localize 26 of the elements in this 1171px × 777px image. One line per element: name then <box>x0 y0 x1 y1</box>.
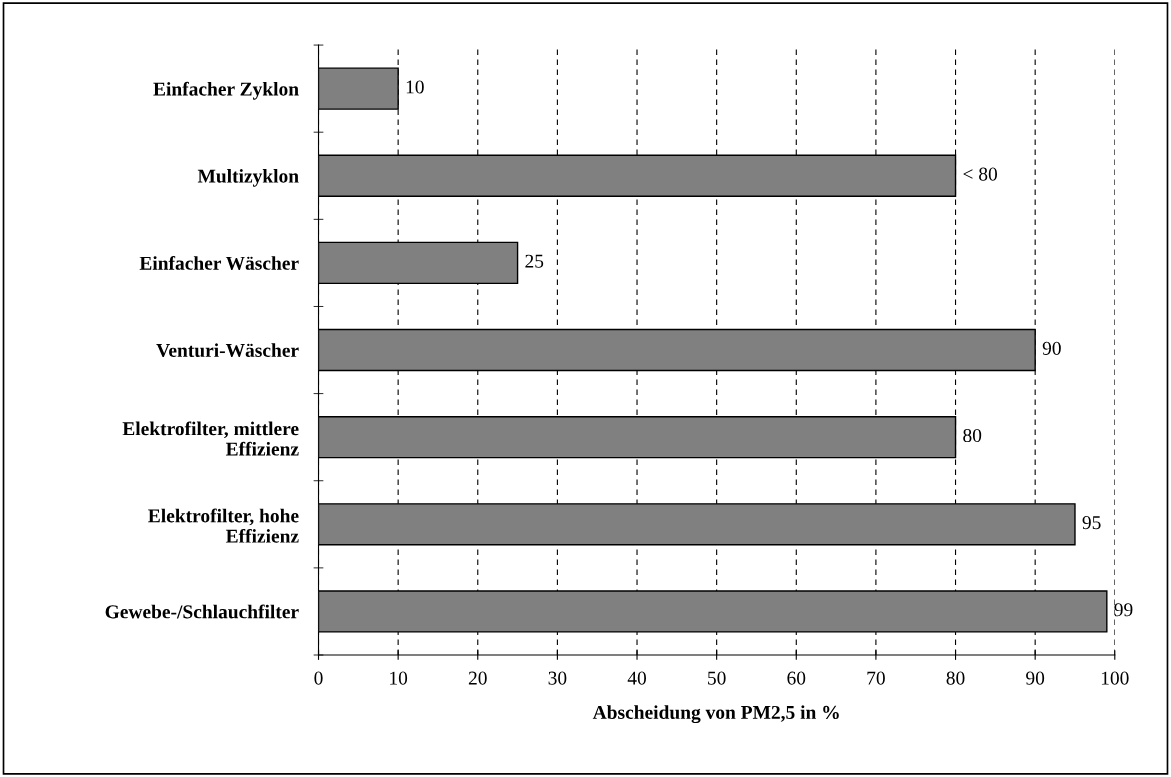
x-tick-label: 60 <box>787 671 806 685</box>
data-label: 25 <box>525 254 544 268</box>
x-axis-title: Abscheidung von PM2,5 in % <box>592 705 839 724</box>
x-tick-label: 30 <box>548 671 567 685</box>
x-tick-label: 100 <box>1101 671 1129 685</box>
x-tick-label: 40 <box>627 671 646 685</box>
data-label: 95 <box>1082 516 1101 530</box>
x-tick-label: 70 <box>867 671 885 685</box>
y-tick-label: Multizyklon <box>197 169 299 187</box>
y-tick-label: Elektrofilter, mittlere Effizienz <box>122 421 299 456</box>
y-tick-label: Gewebe-/Schlauchfilter <box>105 604 299 619</box>
y-tick-label: Elektrofilter, hohe Effizienz <box>148 508 299 543</box>
y-tick-label: Einfacher Zyklon <box>153 81 299 100</box>
x-tick-label: 80 <box>946 671 965 685</box>
data-label: 80 <box>963 428 982 443</box>
x-tick-label: 0 <box>314 671 323 685</box>
data-label: 99 <box>1114 603 1133 617</box>
data-label: < 80 <box>963 167 998 181</box>
data-label: 90 <box>1042 341 1061 355</box>
x-tick-label: 20 <box>468 671 487 685</box>
y-tick-label: Venturi-Wäscher <box>156 343 299 358</box>
y-tick-label: Einfacher Wäscher <box>139 255 299 270</box>
data-label: 10 <box>406 80 424 94</box>
x-tick-label: 90 <box>1026 671 1045 685</box>
x-tick-label: 10 <box>390 671 408 685</box>
x-tick-label: 50 <box>708 671 726 685</box>
